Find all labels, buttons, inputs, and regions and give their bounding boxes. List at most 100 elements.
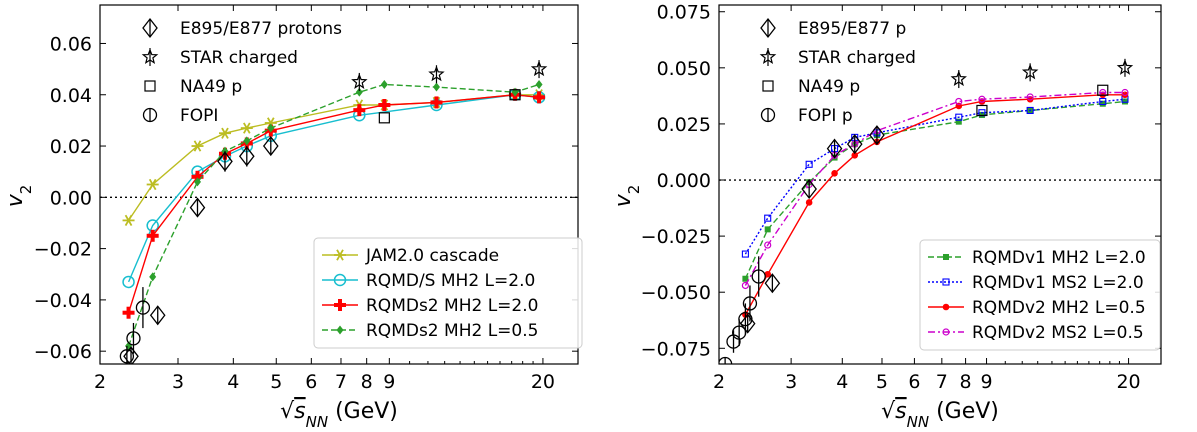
marker-stroke bbox=[243, 122, 251, 134]
fopi-point bbox=[742, 285, 758, 322]
x-tick-label: 4 bbox=[836, 371, 848, 393]
square-shape bbox=[144, 80, 156, 92]
marker-shape bbox=[831, 169, 838, 177]
legend-label: FOPI p bbox=[798, 106, 853, 126]
e895-point bbox=[801, 178, 817, 200]
fopi-point bbox=[726, 330, 741, 353]
series-point bbox=[243, 136, 251, 146]
legend-marker bbox=[762, 80, 774, 92]
e895-point bbox=[217, 151, 233, 172]
na49-point bbox=[976, 104, 988, 117]
star-point bbox=[351, 72, 368, 91]
marker-shape bbox=[355, 87, 363, 97]
legend-marker bbox=[141, 48, 159, 66]
na49-point bbox=[509, 89, 521, 101]
series-point bbox=[146, 178, 159, 191]
series-point bbox=[764, 214, 772, 222]
legend-marker bbox=[942, 303, 950, 311]
series-point bbox=[741, 281, 750, 290]
series-point bbox=[191, 140, 204, 152]
series-point bbox=[764, 270, 772, 278]
square-shape bbox=[378, 112, 390, 124]
legend-label: RQMDv1 MS2 L=2.0 bbox=[972, 273, 1144, 293]
marker-shape bbox=[267, 123, 275, 133]
x-axis-ticks: 2 3 4 5 6 7 8 9 20 bbox=[94, 5, 555, 393]
fopi-point bbox=[751, 256, 766, 297]
marker-stroke bbox=[336, 249, 344, 261]
legend-label: FOPI bbox=[180, 106, 218, 126]
na49-point bbox=[1097, 84, 1109, 96]
y-tick-label: 0.050 bbox=[657, 58, 711, 80]
legend-models: RQMDv1 MH2 L=2.0 RQMDv1 MS2 L=2.0 RQMDv2 M… bbox=[919, 239, 1161, 351]
marker-shape bbox=[122, 275, 135, 289]
series-point bbox=[149, 272, 157, 282]
series-point bbox=[764, 226, 771, 233]
star-point bbox=[1021, 63, 1039, 82]
legend-marker bbox=[334, 249, 346, 261]
y-tick-label: 0.06 bbox=[50, 33, 92, 55]
marker-shape bbox=[338, 299, 342, 311]
legend-marker bbox=[142, 17, 158, 39]
y-tick-label: 0.075 bbox=[657, 2, 711, 24]
diamond-shape bbox=[846, 134, 863, 155]
marker-shape bbox=[243, 136, 251, 146]
experimental-data bbox=[719, 58, 1134, 364]
legend-label: STAR charged bbox=[180, 48, 298, 68]
e895-point bbox=[826, 138, 843, 159]
marker-shape bbox=[943, 254, 949, 260]
x-tick-label: 4 bbox=[227, 371, 239, 393]
plot-frame bbox=[718, 4, 1162, 365]
fopi-point bbox=[732, 319, 747, 347]
y-tick-label: −0.050 bbox=[641, 282, 711, 304]
series-point bbox=[535, 79, 543, 89]
y-tick-label: 0.00 bbox=[50, 187, 92, 209]
x-tick-label: 3 bbox=[785, 371, 797, 393]
legend-label: RQMDv2 MS2 L=0.5 bbox=[972, 323, 1144, 343]
left-panel: 2 3 4 5 6 7 8 9 20 −0.06 −0.04 −0.02 0.00 0.02 0.04 0.0… bbox=[3, 4, 583, 431]
diamond-shape bbox=[149, 305, 166, 326]
y-tick-label: 0.02 bbox=[50, 136, 92, 158]
series-point bbox=[741, 250, 749, 258]
e895-point bbox=[739, 313, 756, 334]
marker-shape bbox=[126, 306, 131, 319]
marker-shape bbox=[333, 273, 347, 287]
legend-models: JAM2.0 cascade RQMD/S MH2 L=2.0 RQMDs2 MH2… bbox=[313, 237, 583, 349]
marker-shape bbox=[535, 79, 543, 89]
x-tick-label: 7 bbox=[936, 371, 948, 393]
marker-shape bbox=[195, 170, 200, 183]
y-axis-title: v2 bbox=[611, 185, 643, 208]
fopi-point bbox=[135, 287, 151, 329]
diamond-shape bbox=[801, 178, 817, 200]
legend-box bbox=[313, 237, 583, 349]
series-point bbox=[955, 97, 963, 106]
series-point bbox=[380, 79, 388, 89]
y-tick-label: −0.02 bbox=[34, 239, 92, 261]
legend-label: STAR charged bbox=[798, 48, 916, 68]
series-point bbox=[1026, 93, 1034, 101]
e895-point bbox=[238, 146, 255, 167]
marker-shape bbox=[537, 91, 542, 104]
marker-shape bbox=[764, 226, 771, 233]
marker-shape bbox=[805, 160, 813, 168]
marker-shape bbox=[357, 104, 362, 117]
plot-frame bbox=[99, 4, 579, 365]
y-tick-label: −0.025 bbox=[641, 226, 711, 248]
legend-marker bbox=[942, 328, 950, 336]
legend-marker bbox=[142, 107, 158, 123]
series-point bbox=[191, 170, 204, 183]
marker-shape bbox=[741, 281, 750, 290]
marker-stroke bbox=[148, 178, 157, 191]
x-tick-label: 20 bbox=[1116, 371, 1140, 393]
legend-label: E895/E877 protons bbox=[180, 19, 342, 39]
marker-shape bbox=[1121, 88, 1129, 97]
fopi-point bbox=[719, 356, 733, 364]
series-point bbox=[805, 199, 813, 206]
marker-shape bbox=[1026, 93, 1034, 101]
legend-experiments: E895/E877 p STAR charged NA49 p FOPI p bbox=[759, 17, 916, 126]
marker-shape bbox=[942, 328, 950, 336]
legend-marker bbox=[333, 273, 347, 287]
marker-shape bbox=[1026, 106, 1034, 115]
series-point bbox=[378, 99, 391, 112]
x-tick-label: 2 bbox=[713, 371, 725, 393]
series-line bbox=[744, 91, 1125, 286]
